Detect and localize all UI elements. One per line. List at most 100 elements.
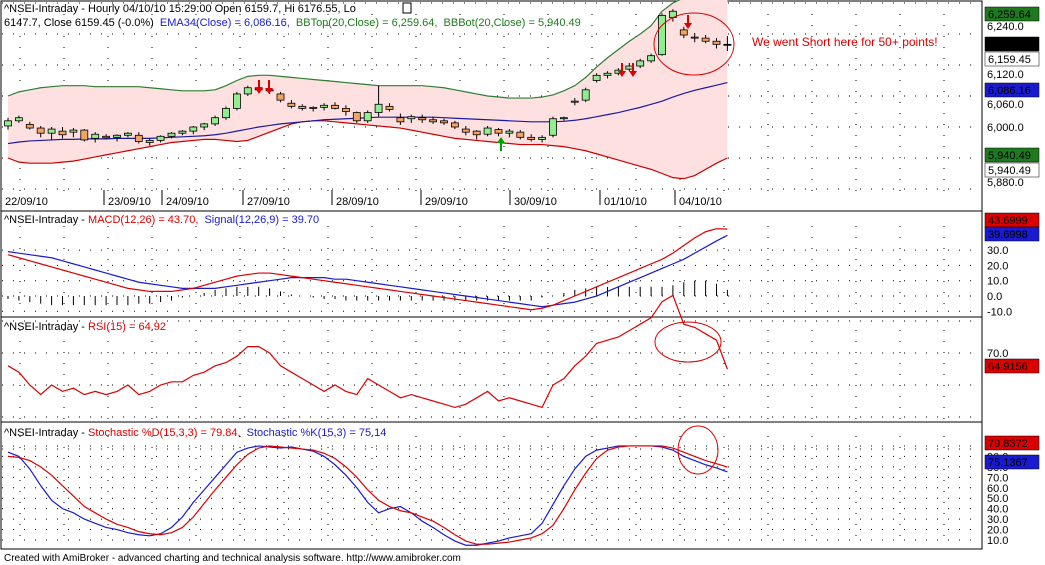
signal-line xyxy=(7,234,728,308)
candle-body xyxy=(603,72,612,76)
candle-body xyxy=(418,117,427,121)
candle-body xyxy=(527,136,536,140)
candle-body xyxy=(320,104,329,108)
rsi-panel-prefix: ^NSEI-Intraday - xyxy=(4,321,88,333)
candle-body xyxy=(560,117,568,120)
value-badge-text: 5,940.49 xyxy=(988,150,1031,162)
bollinger-band-fill xyxy=(8,0,728,179)
price-tick: 6,240.0 xyxy=(987,21,1024,33)
rsi-panel xyxy=(7,294,728,409)
candle-body xyxy=(134,134,143,142)
candle-body xyxy=(156,135,165,141)
candle-body xyxy=(91,133,100,139)
stoch-tick: 10.0 xyxy=(987,535,1008,547)
macd-line xyxy=(7,228,728,311)
price-title-line: ^NSEI-Intraday - Hourly 04/10/10 15:29:0… xyxy=(4,3,356,15)
date-label: 30/09/10 xyxy=(514,196,557,208)
bbtop-label: BBTop(20,Close) = 6,259.64, xyxy=(296,17,438,29)
stoch-k-line xyxy=(7,445,728,546)
sell-arrow-icon xyxy=(265,80,273,94)
stochastic-panel xyxy=(7,425,728,546)
date-label: 23/09/10 xyxy=(108,196,151,208)
value-badge xyxy=(984,162,1040,178)
candle-body xyxy=(58,130,67,136)
svg-text:^NSEI-Intraday - MACD(12,: ^NSEI-Intraday - MACD(12,26) = 43.70, Si… xyxy=(4,214,319,226)
value-badge-text: 6,159.45 xyxy=(988,39,1031,51)
stoch-k-label: Stochastic %K(15,3) = 75.14 xyxy=(247,427,387,439)
candle-body xyxy=(494,129,503,134)
candle-body xyxy=(679,29,688,36)
candle-body xyxy=(363,112,372,122)
price-tick: 5,880.0 xyxy=(987,177,1024,189)
sell-arrow-head xyxy=(629,71,637,77)
macd-tick: 0.0 xyxy=(987,291,1002,303)
stoch-tick: 60.0 xyxy=(987,483,1008,495)
candle-body xyxy=(658,14,666,56)
svg-text:6147.7, Close 6159.45 (-0.0%): 6147.7, Close 6159.45 (-0.0%) EMA34(Clos… xyxy=(4,17,581,29)
macd-label: MACD(12,26) = 43.70, xyxy=(88,214,198,226)
rsi-label: RSI(15) = 64.92 xyxy=(88,321,166,333)
candle-body xyxy=(200,123,209,128)
price-title-line2: 6147.7, Close 6159.45 (-0.0%) xyxy=(4,17,154,29)
value-badge-text: 6,259.64 xyxy=(988,9,1031,21)
candle-body xyxy=(298,105,307,109)
candle-body xyxy=(80,129,89,141)
price-panel: 22/09/10 23/09/10 24/09/10 27/09/10 28/09/10… xyxy=(0,0,735,208)
candle-body xyxy=(625,65,634,70)
candle-body xyxy=(124,132,132,136)
value-badge-text: 43.6999 xyxy=(988,215,1028,227)
candle-body xyxy=(331,104,339,109)
candle-body xyxy=(222,108,230,119)
value-badge xyxy=(984,226,1040,242)
macd-tick: 20.0 xyxy=(987,260,1008,272)
bb-top-line xyxy=(7,0,681,99)
value-badge xyxy=(984,147,1040,163)
candle-body xyxy=(581,89,590,101)
rsi-tick: 70.0 xyxy=(987,348,1008,360)
sell-arrow-icon xyxy=(629,63,637,77)
sell-arrow-head xyxy=(255,88,263,94)
candle-body xyxy=(276,93,285,101)
candle-body xyxy=(450,122,459,128)
svg-text:^NSEI-Intraday - RSI(15): ^NSEI-Intraday - RSI(15) = 64.92 xyxy=(4,321,166,333)
candle-body xyxy=(429,119,438,123)
sell-arrow-head xyxy=(265,88,273,94)
value-badge-text: 39.6998 xyxy=(988,229,1028,241)
candle-body xyxy=(647,55,655,62)
bbbot-label: BBBot(20,Close) = 5,940.49 xyxy=(444,17,581,29)
date-label: 22/09/10 xyxy=(5,196,48,208)
stoch-highlight-circle xyxy=(677,425,719,475)
sell-arrow-icon xyxy=(618,63,626,77)
price-tick: 6,000.0 xyxy=(987,122,1024,134)
value-badge-text: 6,159.45 xyxy=(988,54,1031,66)
ema-label: EMA34(Close) = 6,086.16, xyxy=(160,17,290,29)
candle-body xyxy=(309,106,318,109)
candle-body xyxy=(516,131,525,138)
value-badge xyxy=(984,6,1040,22)
value-badge xyxy=(984,36,1040,52)
sell-arrow-head xyxy=(684,23,692,29)
macd-panel-prefix: ^NSEI-Intraday - xyxy=(4,214,88,226)
stoch-tick: 20.0 xyxy=(987,525,1008,537)
candle-body xyxy=(36,127,45,134)
candle-body xyxy=(385,105,394,110)
footer-credit: Created with AmiBroker - advanced charti… xyxy=(4,553,461,564)
candle-body xyxy=(189,126,198,132)
stoch-tick: 30.0 xyxy=(987,514,1008,526)
value-badge-text: 64.9156 xyxy=(988,361,1028,373)
candle-body xyxy=(549,118,557,136)
date-label: 29/09/10 xyxy=(425,196,468,208)
candle-body xyxy=(113,134,121,138)
sell-arrow-head xyxy=(618,71,626,77)
value-badge xyxy=(984,435,1040,451)
candle-body xyxy=(232,93,241,109)
candle-body xyxy=(712,40,721,45)
svg-text:^NSEI-Intraday - Stochast: ^NSEI-Intraday - Stochastic %D(15,3,3) =… xyxy=(4,427,386,439)
stoch-tick: 50.0 xyxy=(987,493,1008,505)
candle-body xyxy=(396,117,405,123)
stoch-panel-prefix: ^NSEI-Intraday - xyxy=(4,427,88,439)
value-badge-text: 75.1367 xyxy=(988,457,1028,469)
candle-body xyxy=(505,130,514,134)
price-tick: 6,060.0 xyxy=(987,99,1024,111)
candle-body xyxy=(636,60,645,67)
